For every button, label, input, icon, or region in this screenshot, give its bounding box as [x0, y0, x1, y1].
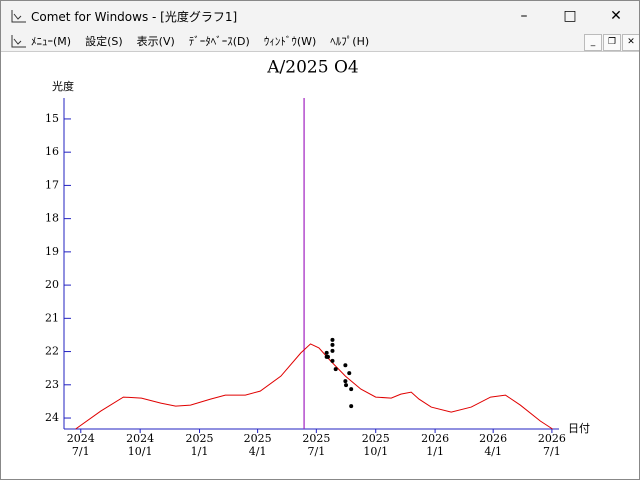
y-tick-label: 20 [45, 278, 59, 291]
app-icon [11, 10, 26, 23]
x-tick-year: 2026 [538, 432, 566, 445]
x-tick-label: 1/1 [426, 445, 444, 458]
x-tick-label: 1/1 [191, 445, 209, 458]
menu-item[interactable]: ﾒﾆｭｰ(M) [31, 35, 72, 48]
x-tick-label: 4/1 [484, 445, 502, 458]
y-tick-label: 17 [45, 178, 59, 191]
window-title: Comet for Windows - [光度グラフ1] [31, 9, 238, 24]
y-tick-label: 24 [45, 411, 59, 424]
y-axis-label: 光度 [52, 79, 74, 93]
menu-item[interactable]: 設定(S) [85, 35, 123, 48]
y-tick-label: 21 [45, 311, 59, 324]
observation [343, 363, 348, 368]
close-button[interactable]: ✕ [610, 8, 622, 24]
menu-item[interactable]: ﾃﾞｰﾀﾍﾞｰｽ(D) [188, 35, 250, 48]
observation [347, 371, 352, 376]
magnitude-curve [75, 343, 553, 430]
x-tick-label: 4/1 [249, 445, 267, 458]
doc-icon [11, 35, 26, 48]
observation [344, 383, 349, 388]
x-tick-year: 2025 [244, 432, 272, 445]
x-tick-year: 2025 [186, 432, 214, 445]
observation [330, 348, 335, 353]
y-tick-label: 22 [45, 345, 59, 358]
observation [349, 387, 354, 392]
child-minimize[interactable]: _ [584, 34, 602, 51]
y-tick-label: 19 [45, 245, 59, 258]
chart: A/2025 O4 光度 日付 15 16 17 18 19 20 21 22 23 24 2024… [45, 58, 590, 459]
child-close[interactable]: ✕ [622, 34, 639, 51]
minimize-button[interactable]: – [520, 8, 528, 24]
maximize-button[interactable]: □ [563, 8, 577, 24]
title-bar: Comet for Windows - [光度グラフ1] [1, 1, 639, 31]
x-tick-label: 10/1 [363, 445, 388, 458]
x-tick-label: 7/1 [543, 445, 561, 458]
observation [330, 358, 335, 363]
y-tick-label: 23 [45, 378, 59, 391]
observation [325, 354, 330, 359]
x-tick-label: 7/1 [72, 445, 90, 458]
observation [324, 350, 329, 355]
menu-item[interactable]: ﾍﾙﾌﾟ(H) [330, 35, 370, 48]
menu-bar: ﾒﾆｭｰ(M) 設定(S) 表示(V) ﾃﾞｰﾀﾍﾞｰｽ(D) ｳｨﾝﾄﾞｳ(W) ﾍﾙﾌ… [1, 31, 639, 52]
child-restore[interactable]: ❐ [603, 34, 621, 51]
menu-item[interactable]: 表示(V) [136, 35, 175, 48]
x-tick-year: 2024 [67, 432, 95, 445]
observation [349, 404, 354, 409]
y-tick-label: 18 [45, 212, 59, 225]
observation [333, 367, 338, 372]
observation [343, 379, 348, 384]
y-tick-label: 16 [45, 145, 59, 158]
chart-title: A/2025 O4 [266, 58, 358, 78]
x-axis-label: 日付 [568, 422, 590, 435]
x-tick-year: 2025 [362, 432, 390, 445]
y-tick-label: 15 [45, 112, 59, 125]
menu-item[interactable]: ｳｨﾝﾄﾞｳ(W) [263, 35, 317, 48]
x-tick-year: 2024 [126, 432, 154, 445]
x-tick-year: 2026 [421, 432, 449, 445]
observation [330, 337, 335, 342]
x-tick-year: 2026 [479, 432, 507, 445]
x-tick-label: 7/1 [307, 445, 325, 458]
observation [330, 342, 335, 347]
x-tick-year: 2025 [302, 432, 330, 445]
x-tick-label: 10/1 [128, 445, 153, 458]
